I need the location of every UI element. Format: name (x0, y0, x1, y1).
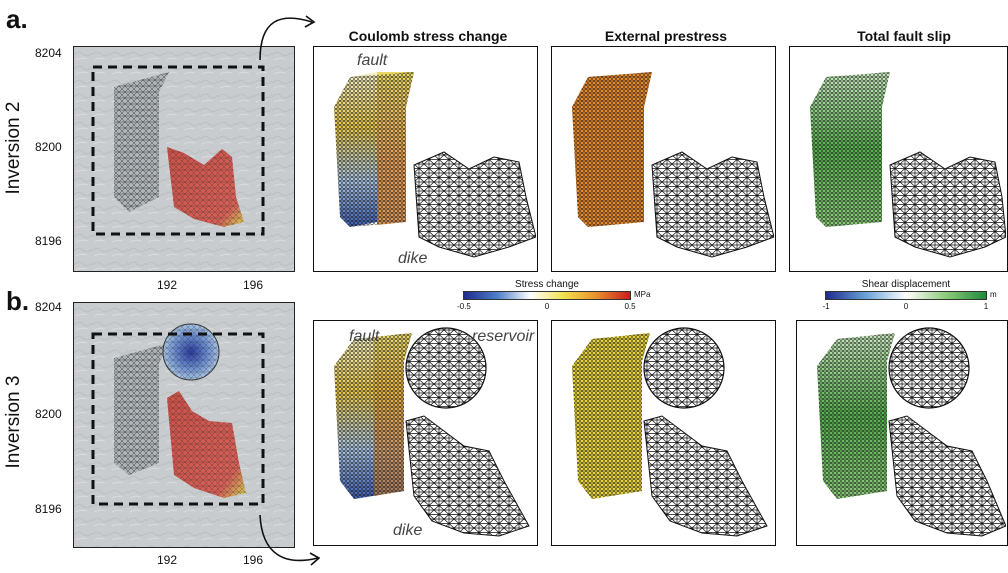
annotation-dike-a: dike (398, 250, 428, 267)
colorbar-shear (825, 291, 987, 300)
colorbar-shear-title: Shear displacement (861, 279, 951, 290)
map-inversion-2 (73, 46, 295, 272)
map-a-y-tick-8196: 8196 (35, 234, 62, 248)
colorbar-stress-title: Stress change (515, 279, 579, 290)
map-b-y-tick-8200: 8200 (35, 407, 62, 421)
map-a-y-tick-8200: 8200 (35, 140, 62, 154)
map-b-fault-mesh (114, 343, 169, 475)
panel-a-prestress (551, 46, 776, 272)
panel-a-coulomb (313, 46, 538, 272)
map-b-zoom-box (91, 332, 265, 506)
colorbar-shear-tick-min: -1 (822, 302, 830, 311)
annotation-reservoir-b: reservoir (472, 328, 535, 345)
colorbar-shear-tick-max: 1 (983, 302, 989, 311)
map-a-x-tick-196: 196 (243, 278, 264, 292)
zoom-arrow-bottom (259, 514, 319, 562)
b-coulomb-fault-mesh (334, 333, 412, 499)
colorbar-shear-tick-mid: 0 (903, 302, 909, 311)
a-coulomb-fault-mesh (334, 72, 414, 227)
panel-a-letter: a. (6, 4, 28, 34)
map-b-y-tick-8196: 8196 (35, 502, 62, 516)
row-title-inversion-2: Inversion 2 (3, 101, 24, 195)
column-title-coulomb: Coulomb stress change (348, 28, 508, 44)
zoom-arrows (259, 15, 320, 566)
annotation-fault-b: fault (349, 328, 380, 345)
colorbar-stress-tick-min: -0.5 (457, 302, 471, 311)
map-b-y-tick-8204: 8204 (35, 300, 62, 314)
panel-a-slip (789, 46, 1008, 272)
colorbar-stress-tick-max: 0.5 (624, 302, 636, 311)
colorbar-shear-unit: m (990, 290, 997, 299)
a-prestress-fault-mesh (572, 72, 652, 227)
b-prestress-fault-mesh (572, 333, 650, 499)
b-slip-fault-mesh (817, 333, 895, 499)
map-a-zoom-box (91, 65, 265, 236)
a-slip-fault-mesh (810, 72, 890, 227)
map-inversion-3 (73, 302, 295, 548)
annotation-dike-b: dike (393, 522, 423, 539)
map-a-y-tick-8204: 8204 (35, 46, 62, 60)
panel-b-slip (796, 320, 1008, 546)
panel-b-coulomb (313, 320, 538, 546)
annotation-fault-a: fault (357, 52, 388, 69)
row-title-inversion-3: Inversion 3 (3, 375, 24, 469)
colorbar-stress-unit: MPa (634, 290, 651, 299)
zoom-arrow-top (259, 17, 313, 61)
map-b-x-tick-192: 192 (157, 553, 178, 567)
column-title-prestress: External prestress (604, 28, 728, 44)
colorbar-stress-tick-mid: 0 (544, 302, 550, 311)
map-b-x-tick-196: 196 (243, 553, 264, 567)
panel-b-letter: b. (6, 286, 30, 316)
map-a-fault-mesh (114, 72, 169, 212)
panel-b-prestress (551, 320, 776, 546)
column-title-slip: Total fault slip (857, 28, 951, 44)
colorbar-stress (463, 291, 631, 300)
map-a-x-tick-192: 192 (157, 278, 178, 292)
